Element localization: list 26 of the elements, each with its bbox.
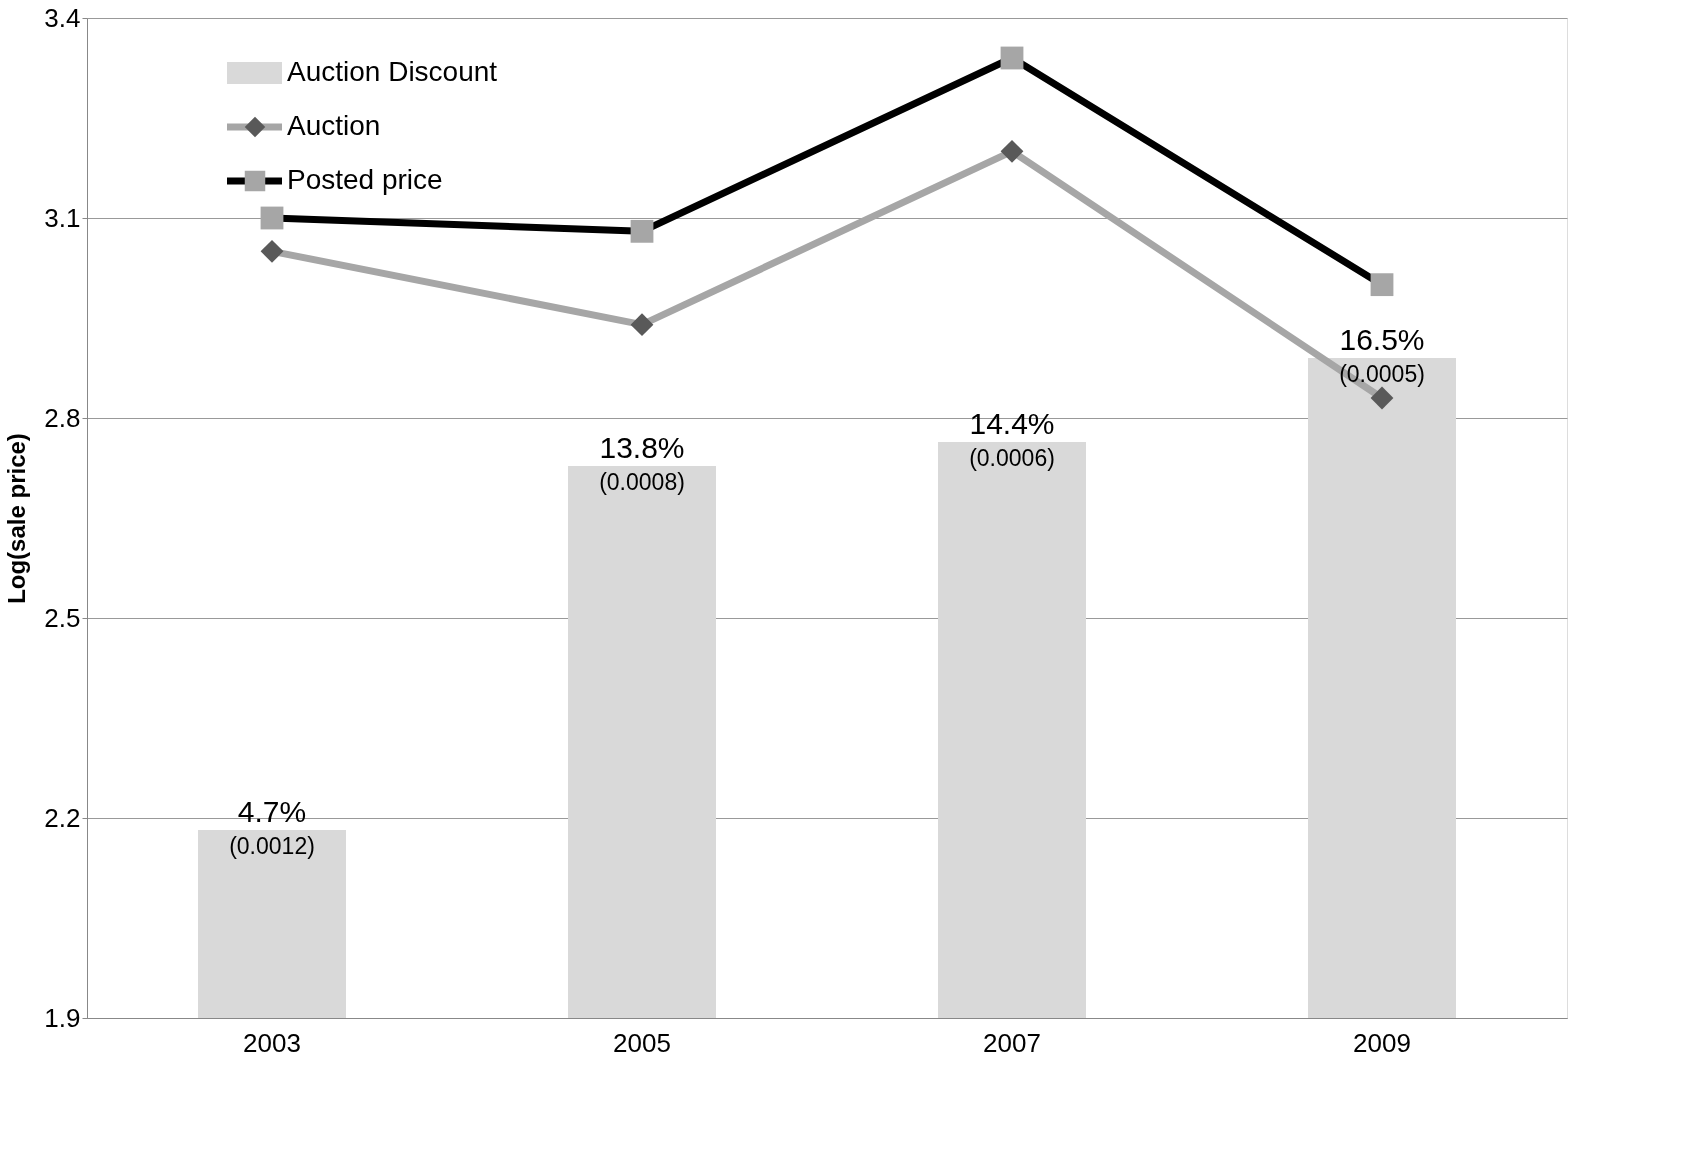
- bar: [568, 466, 716, 1018]
- bar: [1308, 358, 1456, 1018]
- annotation: (0.0005): [1339, 361, 1425, 387]
- annotation: (0.0006): [969, 445, 1055, 471]
- data-label: 16.5%: [1339, 323, 1425, 356]
- x-tick-label: 2003: [243, 1027, 301, 1058]
- y-tick-label: 3.1: [44, 202, 81, 233]
- y-tick-label: 1.9: [44, 1002, 81, 1033]
- bar: [198, 830, 346, 1018]
- legend-label: Auction: [287, 110, 381, 141]
- annotation: (0.0008): [599, 469, 685, 495]
- y-tick-label: 3.4: [44, 2, 81, 33]
- y-tick-label: 2.8: [44, 402, 81, 433]
- legend-label: Posted price: [287, 164, 443, 195]
- data-label: 14.4%: [969, 407, 1055, 440]
- bar: [938, 442, 1086, 1018]
- y-axis-title: Log(sale price): [3, 433, 31, 604]
- legend-label: Auction Discount: [287, 56, 498, 87]
- annotation: (0.0012): [229, 833, 315, 859]
- y-tick-label: 2.5: [44, 602, 81, 633]
- data-label: 13.8%: [599, 431, 685, 464]
- x-tick-label: 2009: [1353, 1027, 1411, 1058]
- data-label: 4.7%: [237, 795, 307, 828]
- x-tick-label: 2005: [613, 1027, 671, 1058]
- y-tick-label: 2.2: [44, 802, 81, 833]
- x-tick-label: 2007: [983, 1027, 1041, 1058]
